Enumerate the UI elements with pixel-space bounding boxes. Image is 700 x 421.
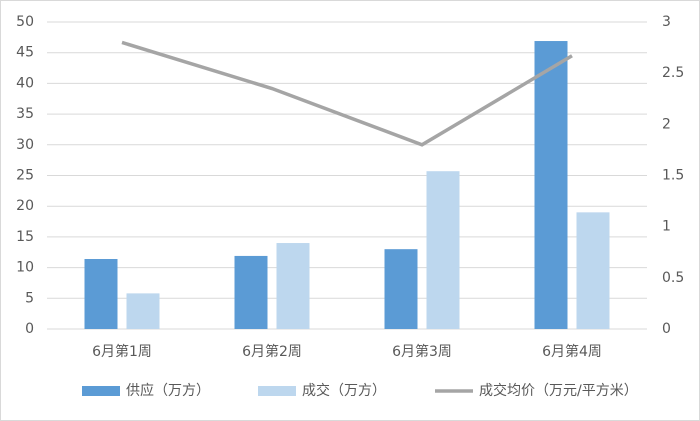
y-tick-label: 0 [25, 321, 34, 337]
y-tick-label: 30 [16, 137, 34, 153]
bar [234, 255, 268, 329]
legend-label: 供应（万方） [126, 382, 210, 399]
y-tick-label: 20 [16, 198, 34, 214]
bar [576, 212, 610, 329]
y-tick-label: 35 [16, 106, 34, 122]
y2-tick-label: 3 [662, 14, 671, 30]
legend-label: 成交均价（万元/平方米） [479, 382, 638, 399]
bar [126, 293, 160, 329]
legend-swatch [258, 386, 296, 396]
legend-swatch [82, 386, 120, 396]
y2-tick-label: 1 [662, 219, 671, 235]
x-tick-label: 6月第2周 [242, 343, 302, 360]
bar [276, 243, 310, 329]
bar [384, 249, 418, 329]
y-tick-label: 40 [16, 75, 34, 91]
x-tick-label: 6月第3周 [392, 343, 452, 360]
y-tick-label: 45 [16, 45, 34, 61]
x-tick-label: 6月第1周 [92, 343, 152, 360]
y2-tick-label: 1.5 [662, 168, 684, 184]
y2-tick-label: 0.5 [662, 270, 684, 286]
y2-tick-label: 2 [662, 116, 671, 132]
y-tick-label: 25 [16, 168, 34, 184]
bar [84, 259, 118, 329]
y-tick-label: 50 [16, 14, 34, 30]
y2-tick-label: 2.5 [662, 65, 684, 81]
y2-tick-label: 0 [662, 321, 671, 337]
y-tick-label: 10 [16, 260, 34, 276]
y-tick-label: 15 [16, 229, 34, 245]
y-tick-label: 5 [25, 290, 34, 306]
bar [534, 41, 568, 330]
line [121, 40, 573, 147]
bar [426, 171, 460, 329]
x-tick-label: 6月第4周 [542, 343, 602, 360]
legend-label: 成交（万方） [302, 382, 386, 399]
